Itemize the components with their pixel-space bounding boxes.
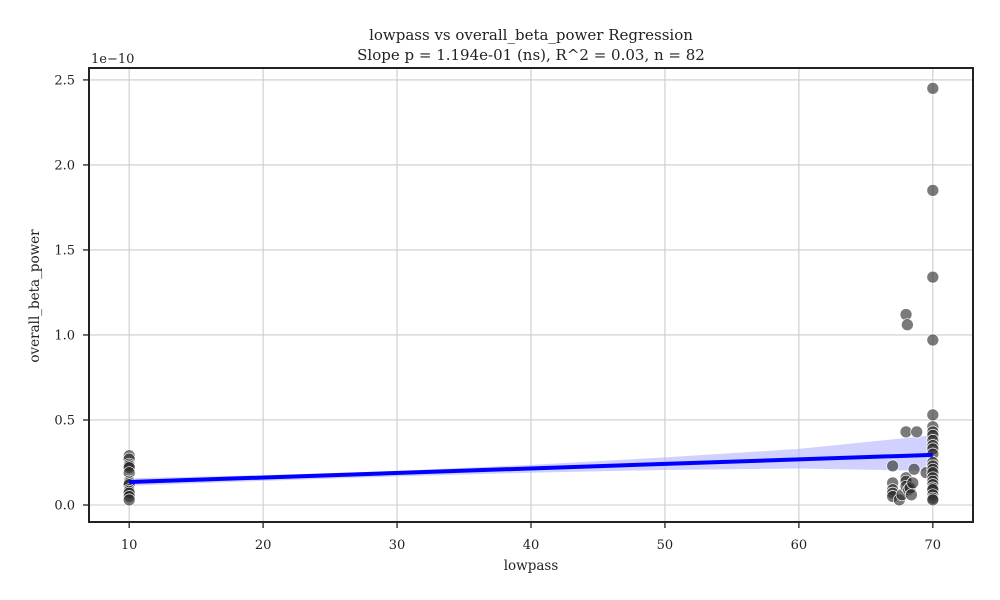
chart-title: lowpass vs overall_beta_power Regression [369,26,693,44]
data-point [926,493,940,507]
y-axis-label: overall_beta_power [27,229,43,363]
data-point [926,333,940,347]
x-tick-label: 50 [657,538,674,553]
data-point [926,184,940,197]
x-tick-label: 30 [389,538,406,553]
regression-line [129,452,933,485]
y-tick-label: 1.0 [54,328,75,343]
confidence-band-group [129,435,933,486]
data-point [926,408,940,422]
x-tick-label: 60 [791,538,808,553]
data-point [926,270,940,284]
data-point [886,459,899,473]
x-axis-label: lowpass [504,558,559,574]
data-point [122,493,136,507]
y-tick-label: 0.0 [54,498,75,513]
y-tick-label: 2.5 [54,73,75,88]
confidence-band [129,435,933,486]
data-point [910,425,924,439]
grid-lines [89,68,973,522]
y-tick-label: 0.5 [54,413,75,428]
regression-line-group [129,452,933,485]
x-tick-label: 70 [925,538,942,553]
y-axis-ticks: 0.0 0.5 1.0 1.5 2.0 2.5 [54,73,89,513]
data-point [899,425,913,439]
chart-subtitle: Slope p = 1.194e-01 (ns), R^2 = 0.03, n … [357,46,705,64]
data-point [907,462,921,476]
y-tick-label: 2.0 [54,158,75,173]
y-tick-label: 1.5 [54,243,75,258]
scatter-points [122,82,940,507]
x-tick-label: 40 [523,538,540,553]
data-point [901,318,914,332]
data-point [926,82,940,95]
x-tick-label: 20 [255,538,272,553]
data-point [906,476,920,490]
x-tick-label: 10 [121,538,138,553]
data-point [905,488,918,502]
x-axis-ticks: 10 20 30 40 50 60 70 [121,522,941,553]
y-offset-label: 1e−10 [91,52,134,67]
